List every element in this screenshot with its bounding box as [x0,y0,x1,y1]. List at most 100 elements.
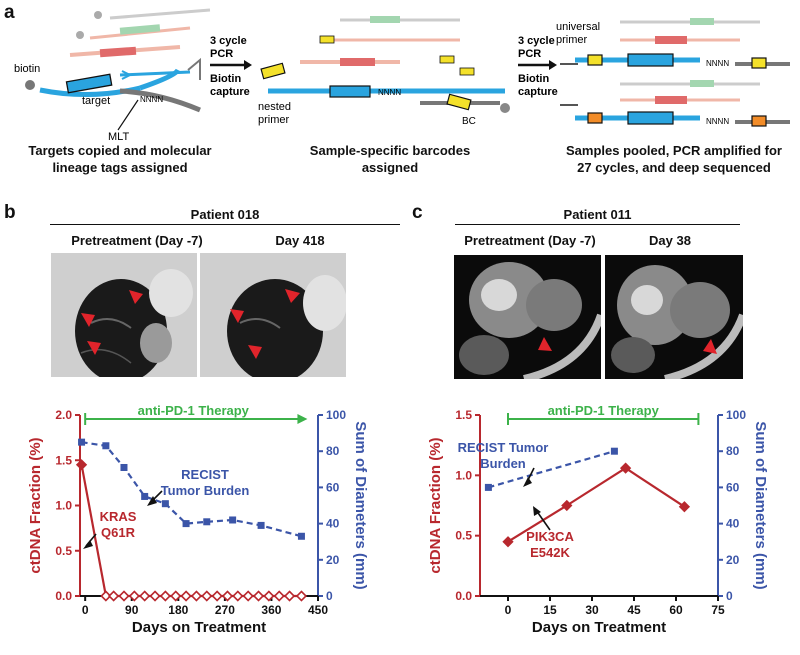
b-ctdna-point-9 [180,590,192,602]
b-recist-label-2: Tumor Burden [161,483,250,498]
panel-label-a: a [4,2,15,23]
c-post-arrow [703,339,717,354]
c-ytick-left-label-3: 1.5 [455,408,472,422]
b-ctdna-point-19 [283,590,296,602]
c-ytick-left-label-1: 0.5 [455,529,472,543]
b-therapy-arrowhead [297,414,308,424]
step2-caption: Sample-specific barcodes assigned [270,142,510,176]
b-ctdna-point-11 [201,590,213,602]
step1-caption: Targets copied and molecular lineage tag… [0,142,240,176]
b-scan2-label: Day 418 [275,233,325,248]
mlt-label: MLT [108,131,129,143]
panel-label-b: b [4,202,16,223]
b-mutation-pointer-head [83,540,93,549]
c-scan1-label: Pretreatment (Day -7) [464,233,596,248]
chart-c: 0.0 0.5 1.0 1.5 0 20 40 60 80 100 0 15 30 45 60 75 Days … [427,403,769,636]
step3-diagram [560,18,790,127]
b-series-recist-line [81,441,302,538]
c-pre-arrow [538,337,552,351]
c-ytick-right-label-2: 40 [726,517,740,531]
b-ylabel-right: Sum of Diameters (mm) [352,421,369,589]
c-recist-label-2: Burden [480,456,526,471]
c-ytick-right-label-0: 0 [726,589,733,603]
b-post-arrow-3 [248,345,262,359]
target-label: target [82,95,110,107]
step1-caption-line2: lineage tags assigned [52,160,188,175]
c-xtick-label-3: 45 [627,603,641,617]
b-pre-arrow-3 [87,341,101,355]
c-xtick-label-2: 30 [585,603,599,617]
nnnn-label-4: NNNN [706,117,729,126]
patient-c-title: Patient 011 [563,207,632,222]
b-recist-point-3 [141,492,149,500]
b-ctdna-point-3 [118,590,130,602]
b-recist-point-2 [120,463,128,471]
c-ctdna-point-2 [619,462,632,474]
b-recist-point-7 [229,516,237,524]
c-xlabel: Days on Treatment [532,619,666,636]
c-xtick-label-0: 0 [505,603,512,617]
b-post-arrow-1 [285,289,300,303]
nnnn-label-2: NNNN [378,88,401,97]
b-ylabel-left: ctDNA Fraction (%) [27,437,44,573]
b-ct-scan-pretreatment [51,253,197,377]
b-ytick-right-label-2: 40 [326,517,340,531]
b-post-arrow-2 [230,309,244,323]
b-pre-arrow-2 [81,313,95,327]
c-ylabel-right: Sum of Diameters (mm) [752,421,769,589]
b-therapy-label: anti-PD-1 Therapy [138,403,250,418]
nnnn-label-1: NNNN [140,95,163,104]
b-mutation-label-1: KRAS [100,509,137,524]
b-xtick-label-3: 270 [215,603,235,617]
c-ctdna-point-0 [502,536,514,548]
step3-caption: Samples pooled, PCR amplified for 27 cyc… [548,142,800,176]
patient-b-rule [50,224,400,225]
b-recist-point-9 [297,532,305,540]
b-ytick-left-label-1: 0.5 [55,544,72,558]
arrow1-line4: capture [210,86,250,98]
c-xtick-label-4: 60 [669,603,683,617]
c-therapy-label: anti-PD-1 Therapy [548,403,660,418]
c-recist-pointer-head [523,477,532,487]
nested-label: nested [258,101,291,113]
b-ctdna-point-16 [252,590,265,602]
b-ytick-right-label-5: 100 [326,408,346,422]
b-scan1-label: Pretreatment (Day -7) [71,233,203,248]
b-recist-point-5 [182,520,190,528]
c-recist-point-0 [484,483,492,491]
b-ctdna-point-6 [149,590,161,602]
b-ytick-left-label-2: 1.0 [55,499,72,513]
c-ctdna-point-3 [678,501,691,513]
c-ytick-right-label-3: 60 [726,480,740,494]
b-recist-label-1: RECIST [181,467,229,482]
b-recist-pointer-head [147,496,157,506]
c-ylabel-left: ctDNA Fraction (%) [427,437,444,573]
b-ctdna-point-20 [295,590,308,602]
b-ytick-right-label-1: 20 [326,553,340,567]
c-ytick-right-label-5: 100 [726,408,746,422]
b-ctdna-point-14 [232,590,244,602]
c-scan2-label: Day 38 [649,233,691,248]
c-mutation-label-1: PIK3CA [526,529,574,544]
step2-diagram [260,16,510,113]
b-xtick-label-0: 0 [82,603,89,617]
c-ct-scan-day38 [605,255,743,379]
c-ctdna-point-1 [561,499,573,512]
b-ctdna-point-1 [100,590,112,602]
b-ctdna-point-17 [263,590,275,602]
b-ytick-right-label-3: 60 [326,480,340,494]
b-ct-scan-day418 [200,253,346,377]
c-xtick-label-1: 15 [543,603,557,617]
c-ytick-right-label-1: 20 [726,553,740,567]
b-ctdna-point-2 [107,590,120,602]
b-xtick-label-4: 360 [261,603,281,617]
c-mutation-pointer-head [533,506,541,516]
universal-label: universal [556,21,600,33]
b-recist-point-6 [203,518,211,526]
b-recist-point-1 [102,442,110,450]
b-ytick-left-label-3: 1.5 [55,453,72,467]
b-xtick-label-5: 450 [308,603,328,617]
nnnn-label-3: NNNN [706,59,729,68]
step3-caption-line2: 27 cycles, and deep sequenced [577,160,771,175]
step1-caption-line1: Targets copied and molecular [28,143,212,158]
